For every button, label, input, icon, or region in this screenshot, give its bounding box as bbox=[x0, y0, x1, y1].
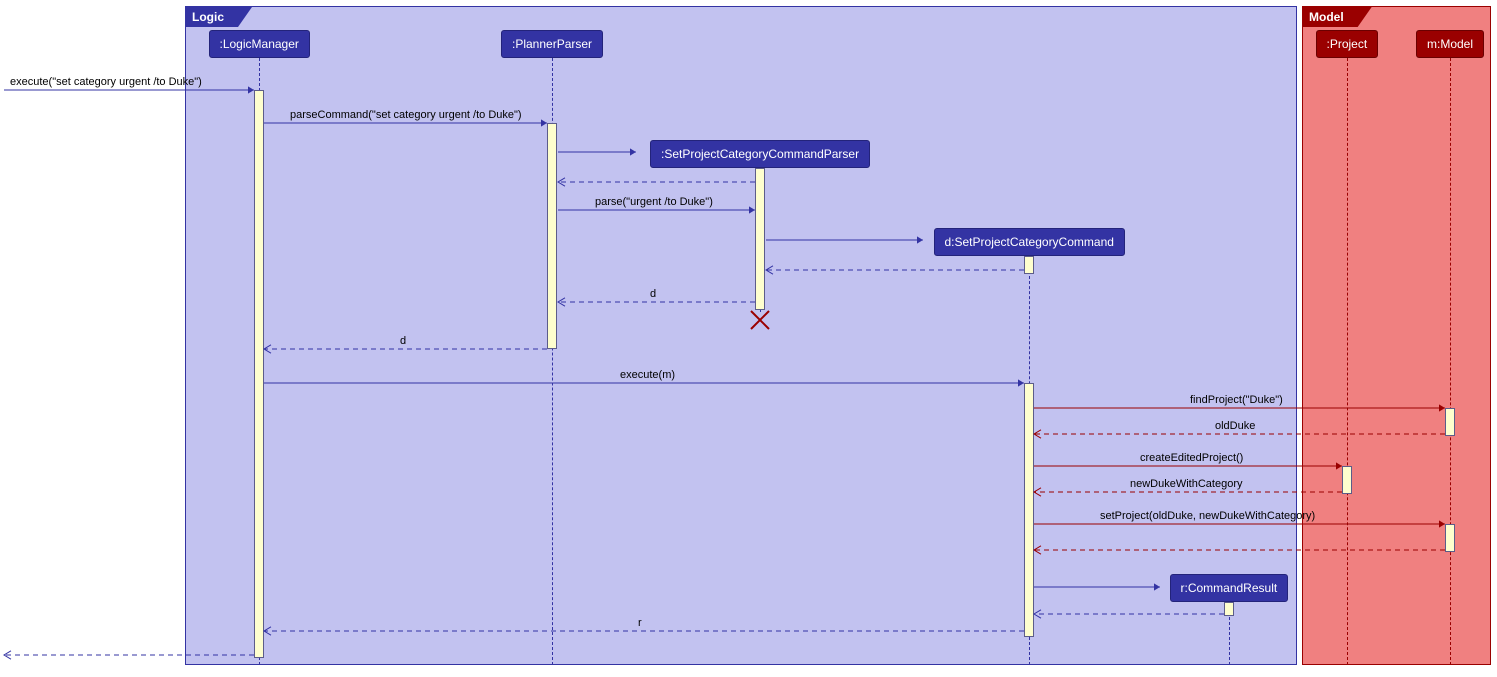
msg-label-m14: newDukeWithCategory bbox=[1130, 478, 1243, 490]
msg-label-m5: parse("urgent /to Duke") bbox=[595, 196, 713, 208]
participant-logicManager: :LogicManager bbox=[209, 30, 310, 58]
msg-label-m12: oldDuke bbox=[1215, 420, 1255, 432]
msg-label-m10: execute(m) bbox=[620, 369, 675, 381]
msg-head-m10 bbox=[1018, 379, 1024, 386]
msg-label-m8: d bbox=[650, 288, 656, 300]
msg-label-m15: setProject(oldDuke, newDukeWithCategory) bbox=[1100, 510, 1315, 522]
participant-project: :Project bbox=[1316, 30, 1379, 58]
msg-head-m2 bbox=[541, 119, 547, 126]
msg-head-m5 bbox=[749, 206, 755, 213]
participant-parserObj: :SetProjectCategoryCommandParser bbox=[650, 140, 870, 168]
msg-label-m1: execute("set category urgent /to Duke") bbox=[10, 76, 202, 88]
msg-label-m2: parseCommand("set category urgent /to Du… bbox=[290, 109, 522, 121]
msg-head-m17 bbox=[1154, 583, 1160, 590]
msg-label-m9: d bbox=[400, 335, 406, 347]
msg-head-m13 bbox=[1336, 462, 1342, 469]
msg-label-m11: findProject("Duke") bbox=[1190, 394, 1283, 406]
participant-plannerParser: :PlannerParser bbox=[501, 30, 603, 58]
participant-commandObj: d:SetProjectCategoryCommand bbox=[934, 228, 1125, 256]
msg-head-m15 bbox=[1439, 520, 1445, 527]
msg-head-m1 bbox=[248, 86, 254, 93]
msg-head-m11 bbox=[1439, 404, 1445, 411]
msg-head-m6 bbox=[917, 236, 923, 243]
msg-head-m3 bbox=[630, 148, 636, 155]
participant-modelObj: m:Model bbox=[1416, 30, 1484, 58]
participant-commandResult: r:CommandResult bbox=[1170, 574, 1289, 602]
msg-label-m13: createEditedProject() bbox=[1140, 452, 1243, 464]
msg-label-m19: r bbox=[638, 617, 642, 629]
